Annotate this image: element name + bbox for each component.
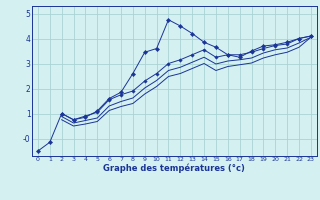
X-axis label: Graphe des températures (°c): Graphe des températures (°c) <box>103 164 245 173</box>
